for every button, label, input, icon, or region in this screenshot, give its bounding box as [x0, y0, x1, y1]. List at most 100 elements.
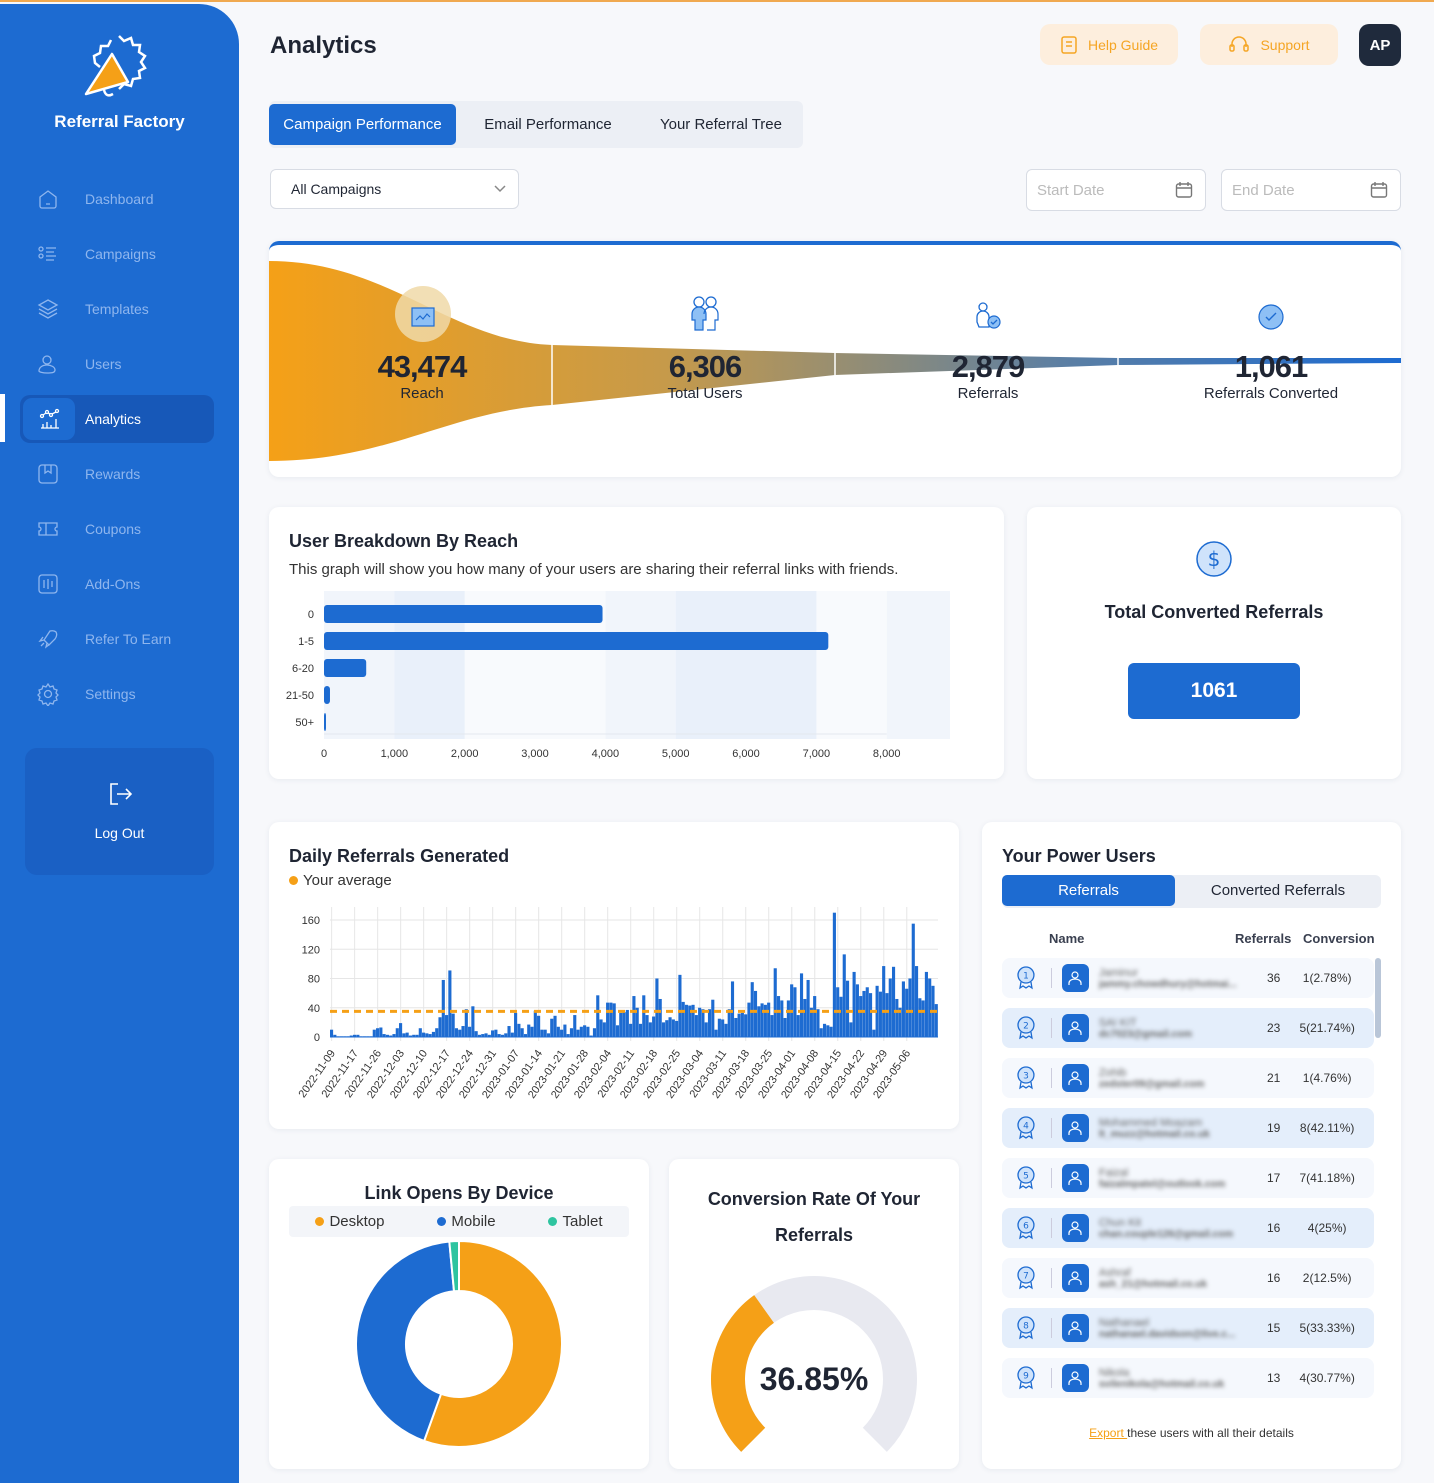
daily-bar [422, 1032, 426, 1037]
sidebar-item-templates[interactable]: Templates [20, 285, 214, 333]
daily-title: Daily Referrals Generated [289, 846, 510, 866]
home-icon [20, 175, 76, 223]
daily-bar [675, 1020, 679, 1037]
daily-bar [898, 1007, 902, 1037]
legend-mobile-label: Mobile [451, 1213, 496, 1230]
tab-referral-tree[interactable]: Your Referral Tree [659, 116, 782, 133]
sidebar-item-users[interactable]: Users [20, 340, 214, 388]
sidebar-item-campaigns[interactable]: Campaigns [20, 230, 214, 278]
user-name: Nikola [1098, 1366, 1130, 1379]
power-user-row[interactable]: 9 Nikola svilenikola@hotmail.co.uk 13 4(3… [1002, 1358, 1374, 1398]
y-tick-label: 160 [302, 915, 320, 927]
x-tick-label: 4,000 [592, 748, 620, 760]
daily-bar [882, 966, 886, 1037]
tab-referrals[interactable]: Referrals [1002, 875, 1175, 906]
end-date-input[interactable]: End Date [1221, 169, 1401, 211]
sidebar-item-refer-to-earn[interactable]: Refer To Earn [20, 615, 214, 663]
support-button[interactable]: Support [1200, 24, 1338, 65]
analytics-icon [23, 398, 75, 440]
daily-bar [734, 1017, 738, 1037]
scrollbar[interactable] [1375, 958, 1381, 1038]
daily-bar [527, 1024, 531, 1037]
daily-bar [523, 1034, 528, 1037]
daily-bar [612, 1003, 616, 1037]
active-indicator [0, 394, 5, 442]
daily-bar [763, 1004, 767, 1037]
tab-email-performance[interactable]: Email Performance [484, 116, 612, 133]
referral-icon [976, 302, 1001, 329]
daily-bar [829, 1026, 833, 1037]
daily-bar [330, 1029, 334, 1037]
sidebar-item-settings[interactable]: Settings [20, 670, 214, 718]
export-link[interactable]: Export [1089, 1426, 1128, 1440]
sidebar-item-rewards[interactable]: Rewards [20, 450, 214, 498]
layers-icon [20, 285, 76, 333]
start-date-input[interactable]: Start Date [1026, 169, 1206, 211]
daily-bar [583, 1025, 587, 1037]
bar-21-50 [324, 686, 330, 704]
daily-bar [665, 1020, 669, 1037]
daily-bar [767, 1002, 771, 1037]
daily-bar [471, 1006, 475, 1037]
daily-bar [878, 991, 882, 1037]
user-conversion: 7(41.18%) [1299, 1171, 1355, 1185]
daily-bar [658, 998, 662, 1037]
power-user-row[interactable]: 5 Faizal faizalmpatel@outlook.com 17 7(41… [1002, 1158, 1374, 1198]
user-conversion: 4(30.77%) [1299, 1371, 1355, 1385]
daily-bar [412, 1034, 416, 1037]
daily-bar [602, 1022, 606, 1037]
daily-bar [888, 978, 892, 1037]
power-user-row[interactable]: 3 Zohib zedster09@gmail.com 21 1(4.76%) [1002, 1058, 1374, 1098]
help-guide-button[interactable]: Help Guide [1040, 24, 1178, 65]
daily-bar [550, 1018, 554, 1037]
campaign-select-value: All Campaigns [291, 181, 382, 197]
daily-bar [796, 1015, 800, 1037]
daily-bar [392, 1034, 396, 1037]
daily-referrals-chart: 2022-11-092022-11-172022-11-262022-12-03… [296, 907, 938, 1101]
power-user-row[interactable]: 7 Ashraf ash_21@hotmail.co.uk 16 2(12.5%) [1002, 1258, 1374, 1298]
logout-button[interactable]: Log Out [25, 748, 214, 875]
daily-bar [333, 1034, 337, 1037]
daily-bar [786, 1000, 790, 1037]
rank-number: 6 [1023, 1221, 1029, 1231]
power-user-row[interactable]: 6 Chun Kit chan.couple126@gmail.com 16 4(… [1002, 1208, 1374, 1248]
campaign-select[interactable]: All Campaigns [270, 169, 519, 209]
y-tick-label: 0 [308, 609, 314, 621]
sidebar-item-coupons[interactable]: Coupons [20, 505, 214, 553]
daily-bar [730, 981, 735, 1037]
rank-number: 4 [1023, 1121, 1029, 1131]
power-user-row[interactable]: 2 SAI KIT dc7023@gmail.com 23 5(21.74%) [1002, 1008, 1374, 1048]
user-email: chan.couple126@gmail.com [1098, 1228, 1234, 1240]
page-title: Analytics [270, 32, 377, 59]
sidebar-item-dashboard[interactable]: Dashboard [20, 175, 214, 223]
funnel-label: Referrals Converted [1203, 385, 1339, 402]
tab-converted-referrals[interactable]: Converted Referrals [1210, 882, 1346, 899]
funnel-stat-referrals: 2,879 Referrals [868, 349, 1108, 402]
daily-bar [652, 1016, 656, 1037]
daily-bar [517, 1023, 521, 1037]
x-tick-label: 0 [321, 748, 327, 760]
user-conversion: 1(4.76%) [1302, 1071, 1352, 1085]
sidebar-item-label: Settings [85, 686, 136, 702]
power-user-row[interactable]: 4 Mohammed Moazam lt_muzz@hotmail.co.uk 1… [1002, 1108, 1374, 1148]
daily-bar [500, 1034, 505, 1037]
funnel-stat-referrals-converted: 1,061 Referrals Converted [1151, 349, 1391, 402]
tab-campaign-performance[interactable]: Campaign Performance [269, 104, 456, 145]
logout-icon [109, 783, 132, 805]
sidebar-item-add-ons[interactable]: Add-Ons [20, 560, 214, 608]
sidebar-item-analytics[interactable]: Analytics [20, 395, 214, 443]
daily-bar [481, 1034, 485, 1037]
sidebar-item-label: Dashboard [85, 191, 154, 207]
daily-bar [707, 1009, 712, 1037]
daily-bar [569, 1028, 574, 1037]
band [886, 591, 950, 739]
conversion-value: 36.85% [759, 1361, 869, 1397]
power-user-row[interactable]: 1 Jaminur jammy.chowdhury@hotmai... 36 1(… [1002, 958, 1374, 998]
avatar[interactable]: AP [1359, 24, 1401, 66]
rank-badge-icon: 2 [1017, 1016, 1035, 1040]
daily-bar [865, 987, 869, 1037]
power-user-row[interactable]: 8 Nathanael nathanael.davidson@live.c... … [1002, 1308, 1374, 1348]
user-avatar-icon [1061, 1264, 1089, 1292]
daily-bar [793, 987, 797, 1037]
daily-bar [842, 954, 846, 1037]
